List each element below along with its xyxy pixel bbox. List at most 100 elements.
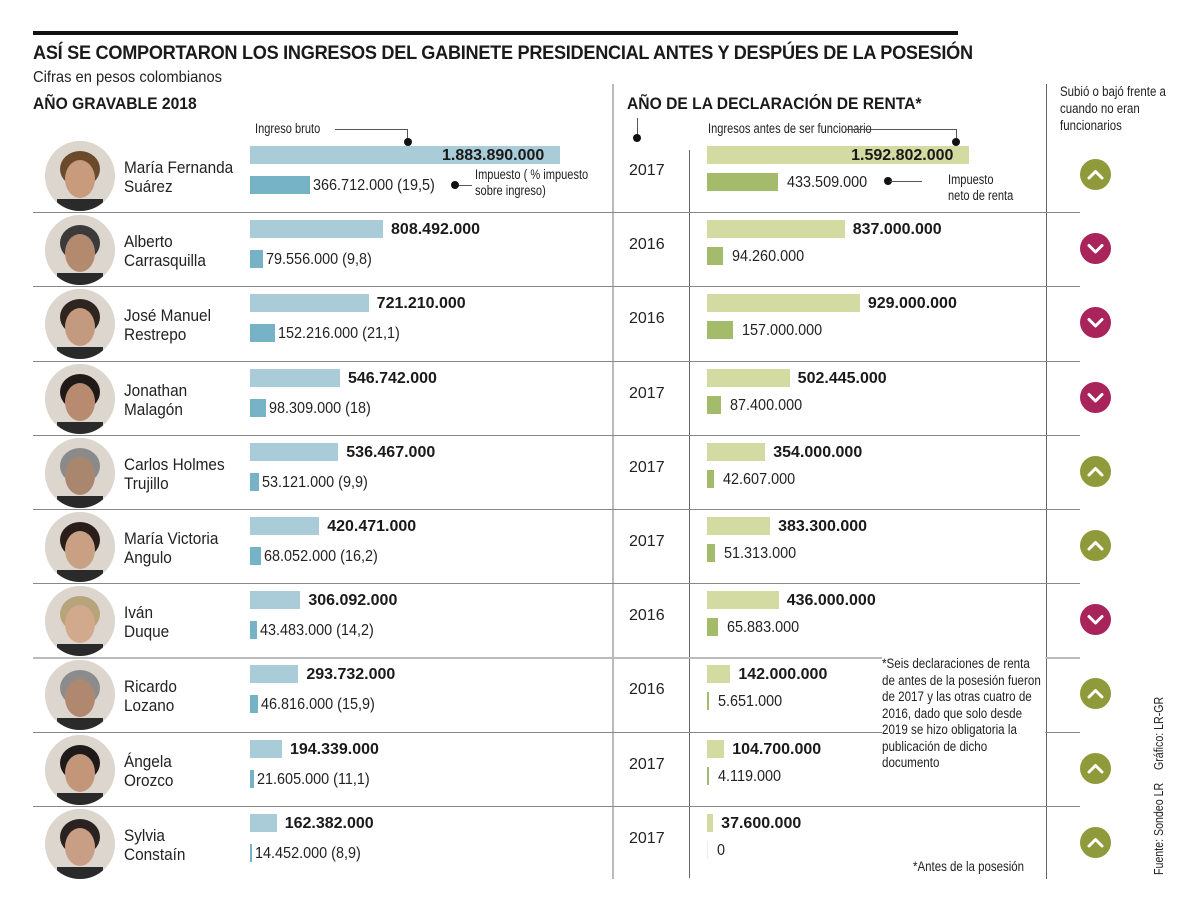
top-rule <box>33 31 958 35</box>
section-title-2018: AÑO GRAVABLE 2018 <box>33 94 197 113</box>
bar-gross-income-2018 <box>250 665 299 684</box>
avatar-photo <box>45 808 115 879</box>
leader-dot-before <box>952 138 960 146</box>
person-name-line1: Ángela <box>124 752 172 771</box>
footnote-declarations: *Seis declaraciones de renta de antes de… <box>882 656 1046 772</box>
person-portrait-icon <box>45 289 115 360</box>
bar-net-tax-before <box>707 395 722 414</box>
leader-dot-net-tax <box>884 177 892 185</box>
value-tax-2018: 53.121.000 (9,9) <box>261 473 368 491</box>
declaration-year: 2016 <box>629 236 665 254</box>
leader-before-drop <box>956 129 957 139</box>
bar-gross-income-2018 <box>250 442 339 461</box>
bar-tax-2018 <box>250 472 259 491</box>
person-portrait-icon <box>45 512 115 582</box>
bar-net-tax-before <box>707 544 716 562</box>
declaration-year: 2016 <box>629 681 665 699</box>
source-credit: Fuente: Sondeo LR <box>1152 782 1166 875</box>
avatar-photo <box>45 586 115 657</box>
value-gross-income-2018: 420.471.000 <box>327 518 417 535</box>
person-name-line2: Angulo <box>124 549 172 567</box>
value-net-tax-before: 42.607.000 <box>723 470 796 488</box>
bar-tax-2018 <box>250 250 264 269</box>
value-net-tax-before: 0 <box>717 841 726 859</box>
value-gross-income-2018: 808.492.000 <box>391 221 481 239</box>
value-tax-2018: 79.556.000 (9,8) <box>266 251 372 269</box>
divider-trend-column <box>1046 84 1047 879</box>
value-income-before: 502.445.000 <box>797 369 887 387</box>
bar-income-before <box>707 813 714 832</box>
row-separator <box>33 805 1080 807</box>
value-income-before: 436.000.000 <box>786 592 876 610</box>
declaration-year: 2017 <box>629 458 665 476</box>
avatar-photo <box>45 660 115 731</box>
value-income-before: 1.592.802.000 <box>851 147 954 164</box>
avatar-photo <box>45 512 115 582</box>
value-net-tax-before: 87.400.000 <box>730 396 803 414</box>
bar-tax-2018 <box>250 621 258 640</box>
value-net-tax-before: 157.000.000 <box>741 322 822 340</box>
leader-dot-tax <box>451 181 459 189</box>
avatar-photo <box>45 289 115 360</box>
trend-down-icon <box>1080 233 1111 265</box>
value-net-tax-before: 433.509.000 <box>787 174 868 191</box>
bar-income-before <box>707 146 970 164</box>
trend-up-icon <box>1080 752 1111 784</box>
person-name-line2: Trujillo <box>124 474 169 493</box>
person-portrait-icon <box>45 141 115 211</box>
bar-gross-income-2018 <box>250 368 340 387</box>
annotation-gross-income: Ingreso bruto <box>255 121 321 136</box>
value-income-before: 354.000.000 <box>773 443 863 461</box>
bar-income-before <box>707 665 731 684</box>
bar-gross-income-2018 <box>250 591 301 610</box>
avatar-photo <box>45 363 115 434</box>
value-income-before: 37.600.000 <box>721 814 802 832</box>
value-tax-2018: 68.052.000 (16,2) <box>264 548 378 565</box>
value-net-tax-before: 94.260.000 <box>731 248 804 266</box>
value-tax-2018: 14.452.000 (8,9) <box>255 844 362 862</box>
bar-tax-2018 <box>250 843 253 862</box>
trend-down-icon <box>1080 604 1111 636</box>
value-income-before: 837.000.000 <box>852 221 942 239</box>
bar-gross-income-2018 <box>250 220 384 239</box>
value-net-tax-before: 51.313.000 <box>724 545 797 562</box>
person-name-line2: Constaín <box>124 845 186 864</box>
bar-net-tax-before <box>707 247 723 266</box>
trend-up-icon <box>1080 678 1111 710</box>
leader-tax <box>458 185 472 186</box>
trend-down-icon <box>1080 381 1111 413</box>
person-name-line2: Orozco <box>124 771 174 790</box>
bar-gross-income-2018 <box>250 517 320 535</box>
annotation-net-tax-line2: neto de renta <box>948 188 1014 203</box>
bar-net-tax-before <box>707 692 709 711</box>
annotation-tax-line1: Impuesto ( % impuesto <box>475 167 589 182</box>
person-name-line2: Malagón <box>124 400 183 419</box>
bar-income-before <box>707 368 790 387</box>
avatar-photo <box>45 215 115 286</box>
divider-left-panel <box>612 84 614 879</box>
bar-income-before <box>707 739 725 758</box>
bar-income-before <box>707 517 771 535</box>
value-gross-income-2018: 306.092.000 <box>308 592 398 610</box>
value-tax-2018: 152.216.000 (21,1) <box>278 325 400 343</box>
leader-gross-drop <box>407 129 408 141</box>
person-name-line1: José Manuel <box>124 307 212 326</box>
section-title-declaration: AÑO DE LA DECLARACIÓN DE RENTA* <box>627 94 922 113</box>
annotation-income-before: Ingresos antes de ser funcionario <box>708 121 872 136</box>
bar-net-tax-before <box>707 173 779 191</box>
annotation-net-tax-line1: Impuesto <box>948 172 994 187</box>
bar-income-before <box>707 591 779 610</box>
row-separator <box>33 731 1080 733</box>
value-gross-income-2018: 536.467.000 <box>346 443 436 461</box>
value-net-tax-before: 65.883.000 <box>726 619 799 637</box>
row-separator <box>33 509 1080 510</box>
row-separator <box>33 657 1080 660</box>
bar-income-before <box>707 294 860 313</box>
person-name-line1: Sylvia <box>124 826 165 845</box>
row-separator <box>33 360 1080 362</box>
value-tax-2018: 46.816.000 (15,9) <box>260 696 375 714</box>
leader-dot-year <box>633 134 641 142</box>
person-portrait-icon <box>45 586 115 657</box>
row-separator <box>33 583 1080 585</box>
person-portrait-icon <box>45 363 115 434</box>
